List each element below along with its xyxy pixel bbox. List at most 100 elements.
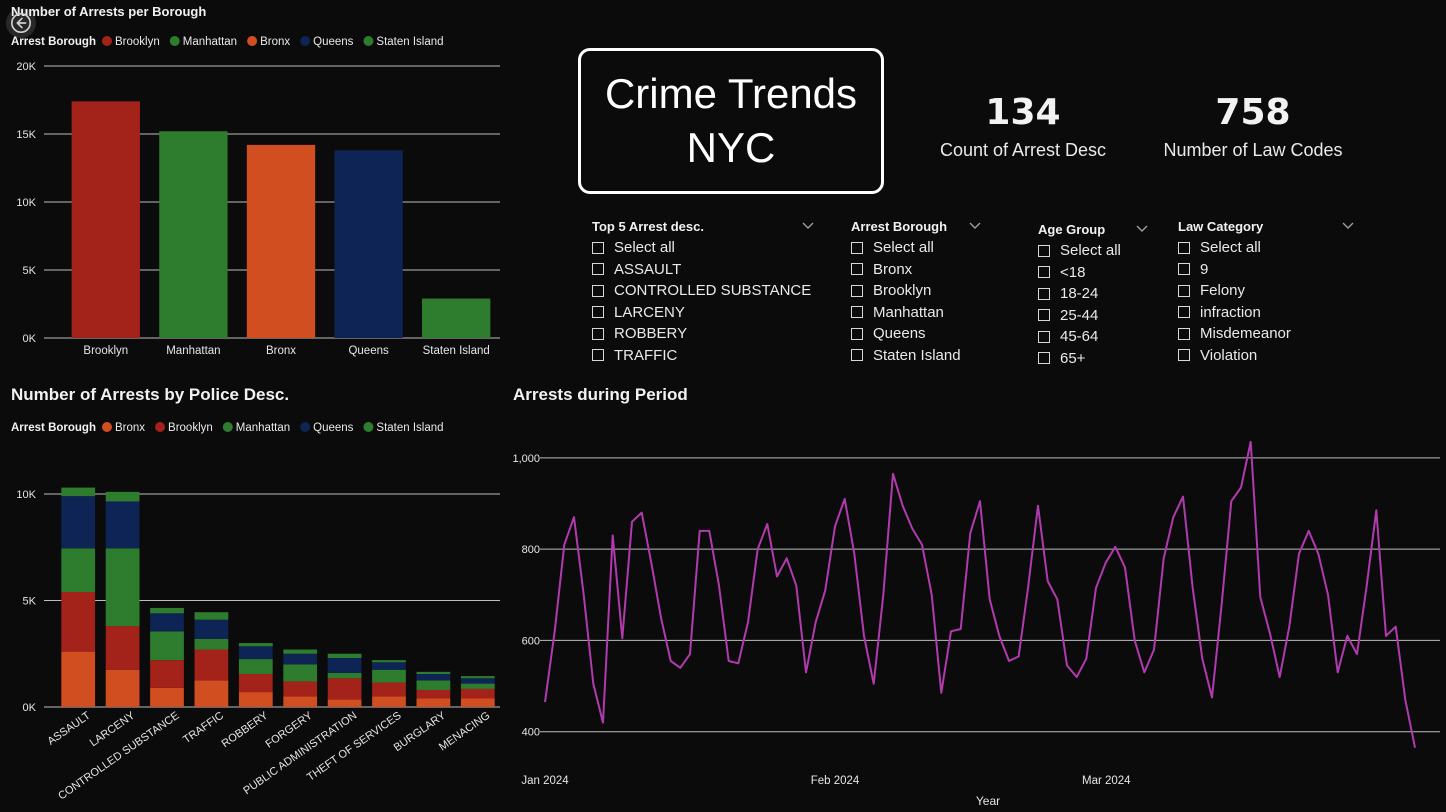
slicer-option[interactable]: Bronx xyxy=(851,259,981,281)
slicer-title: Age Group xyxy=(1038,221,1106,237)
slicer-option[interactable]: Queens xyxy=(851,323,981,345)
legend-label: Bronx xyxy=(115,422,145,434)
slicer-title: Arrest Borough xyxy=(851,218,948,234)
stacked-bar-segment xyxy=(327,653,362,659)
y-tick-label: 10K xyxy=(16,489,36,501)
x-tick-label: Manhattan xyxy=(166,345,220,357)
checkbox[interactable] xyxy=(1178,241,1190,254)
checkbox[interactable] xyxy=(1178,327,1190,340)
slicer-option[interactable]: Felony xyxy=(1178,280,1354,302)
stacked-bar-segment xyxy=(460,688,495,699)
checkbox[interactable] xyxy=(851,327,863,340)
option-label: Brooklyn xyxy=(873,282,932,300)
legend-marker xyxy=(222,422,233,432)
slicer-option[interactable]: Staten Island xyxy=(851,345,981,367)
checkbox[interactable] xyxy=(1038,244,1050,257)
stacked-bar-segment xyxy=(416,673,451,681)
checkbox[interactable] xyxy=(592,284,604,297)
checkbox[interactable] xyxy=(1038,330,1050,343)
stacked-bar-segment xyxy=(416,680,451,690)
slicer-option[interactable]: ASSAULT xyxy=(592,259,814,281)
slicer-option[interactable]: ROBBERY xyxy=(592,323,814,345)
legend-label: Manhattan xyxy=(183,36,237,48)
kpi-label: Number of Law Codes xyxy=(1163,140,1343,160)
legend-marker xyxy=(363,422,374,432)
slicer-option[interactable]: <18 xyxy=(1038,262,1148,284)
option-label: 45-64 xyxy=(1060,328,1099,346)
checkbox[interactable] xyxy=(592,263,604,276)
slicer-option[interactable]: 18-24 xyxy=(1038,283,1148,305)
stacked-bar-segment xyxy=(372,696,406,707)
checkbox[interactable] xyxy=(592,241,604,254)
option-label: <18 xyxy=(1060,263,1086,281)
slicer-option[interactable]: Select all xyxy=(1038,240,1148,262)
slicer-option[interactable]: Select all xyxy=(851,237,981,259)
checkbox[interactable] xyxy=(592,349,604,362)
slicer-option[interactable]: Select all xyxy=(592,237,814,259)
stacked-bar-segment xyxy=(460,698,495,707)
y-tick-label: 400 xyxy=(522,727,540,739)
slicer-option[interactable]: 9 xyxy=(1178,259,1354,281)
y-tick-label: 800 xyxy=(522,544,540,556)
stacked-bar-segment xyxy=(238,643,273,647)
option-label: Select all xyxy=(1060,242,1121,260)
stacked-bar-segment xyxy=(150,631,184,661)
checkbox[interactable] xyxy=(1178,306,1190,319)
slicer-option[interactable]: infraction xyxy=(1178,302,1354,324)
slicer-option[interactable]: TRAFFIC xyxy=(592,345,814,367)
checkbox[interactable] xyxy=(851,241,863,254)
slicer-option[interactable]: LARCENY xyxy=(592,302,814,324)
stacked-bar-segment xyxy=(238,692,273,707)
chevron-down-icon[interactable] xyxy=(1342,222,1354,230)
checkbox[interactable] xyxy=(1038,352,1050,365)
slicer-option[interactable]: 65+ xyxy=(1038,348,1148,370)
stacked-bar-segment xyxy=(327,672,362,679)
checkbox[interactable] xyxy=(1038,266,1050,279)
slicer-option[interactable]: Misdemeanor xyxy=(1178,323,1354,345)
y-tick-label: 0K xyxy=(23,333,37,345)
stacked-bar-segment xyxy=(372,669,406,683)
legend-label: Brooklyn xyxy=(115,36,160,48)
legend-label: Queens xyxy=(313,36,354,48)
stacked-bar-segment xyxy=(283,649,318,654)
checkbox[interactable] xyxy=(851,349,863,362)
option-label: ASSAULT xyxy=(614,260,682,278)
x-tick-label: Feb 2024 xyxy=(811,775,860,787)
slicer-option[interactable]: 25-44 xyxy=(1038,305,1148,327)
checkbox[interactable] xyxy=(1178,284,1190,297)
slicer-option[interactable]: 45-64 xyxy=(1038,326,1148,348)
stacked-bar-segment xyxy=(105,491,140,502)
stacked-bar-segment xyxy=(238,659,273,674)
option-label: LARCENY xyxy=(614,303,685,321)
kpi-card-law-codes: 758 Number of Law Codes xyxy=(1150,92,1356,161)
checkbox[interactable] xyxy=(592,327,604,340)
slicer-title: Top 5 Arrest desc. xyxy=(592,218,704,234)
slicer-option[interactable]: Violation xyxy=(1178,345,1354,367)
chevron-down-icon[interactable] xyxy=(802,222,814,230)
checkbox[interactable] xyxy=(1178,263,1190,276)
checkbox[interactable] xyxy=(1038,287,1050,300)
checkbox[interactable] xyxy=(592,306,604,319)
checkbox[interactable] xyxy=(1038,309,1050,322)
stacked-bar-segment xyxy=(460,676,495,679)
option-label: Bronx xyxy=(873,260,913,278)
stacked-bar-segment xyxy=(283,696,318,707)
checkbox[interactable] xyxy=(1178,349,1190,362)
legend-label: Queens xyxy=(313,422,354,434)
chart-legend: Brooklyn Manhattan Bronx Queens Staten Islan… xyxy=(101,36,444,48)
stacked-bar-segment xyxy=(416,689,451,699)
bar xyxy=(334,150,403,338)
slicer-option[interactable]: Brooklyn xyxy=(851,280,981,302)
chevron-down-icon[interactable] xyxy=(969,222,981,230)
kpi-value: 134 xyxy=(985,92,1061,133)
checkbox[interactable] xyxy=(851,284,863,297)
slicer-option[interactable]: Manhattan xyxy=(851,302,981,324)
stacked-bar-segment xyxy=(61,591,96,652)
checkbox[interactable] xyxy=(851,263,863,276)
checkbox[interactable] xyxy=(851,306,863,319)
slicer-option[interactable]: CONTROLLED SUBSTANCE xyxy=(592,280,814,302)
slicer-option[interactable]: Select all xyxy=(1178,237,1354,259)
back-button[interactable] xyxy=(6,8,36,38)
chevron-down-icon[interactable] xyxy=(1136,225,1148,233)
stacked-bar-segment xyxy=(194,649,229,681)
